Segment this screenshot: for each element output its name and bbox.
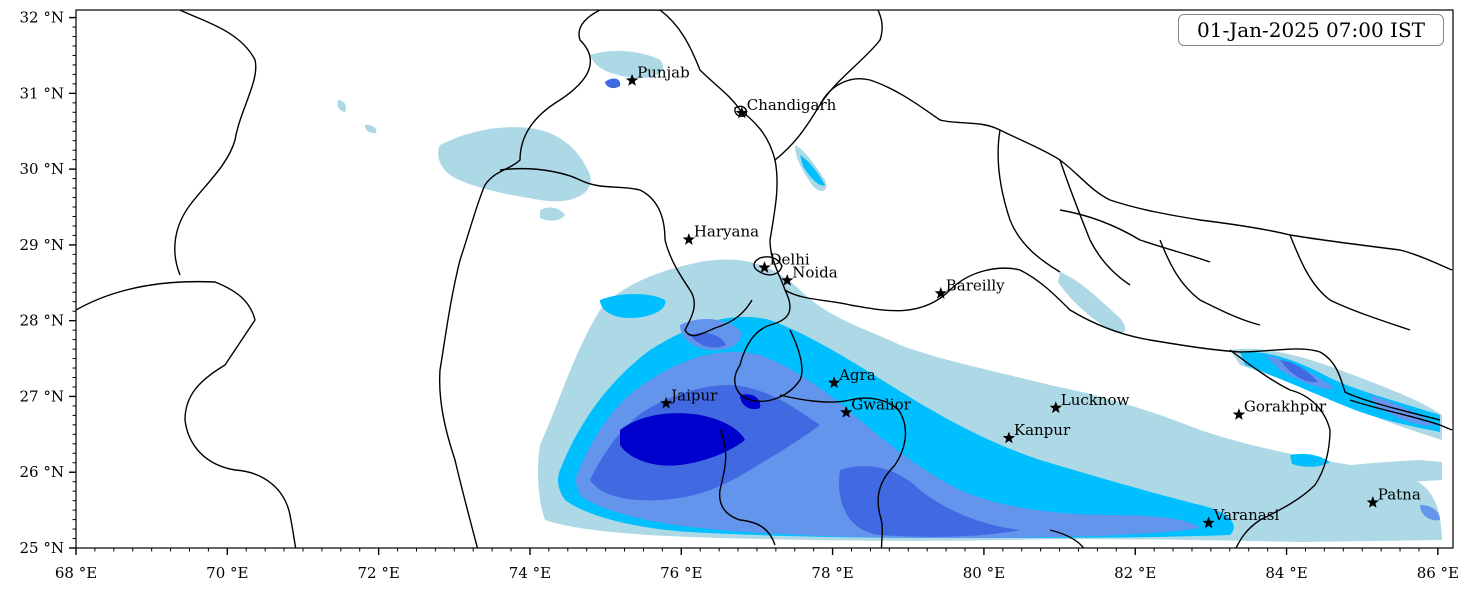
star-icon (781, 274, 794, 286)
star-icon (1366, 496, 1379, 508)
star-icon (1049, 401, 1062, 414)
y-tick-label: 31 °N (20, 84, 64, 102)
city-label: Patna (1378, 486, 1421, 504)
city-punjab: Punjab (625, 63, 690, 86)
city-varanasi: Varanasi (1202, 506, 1280, 529)
city-lucknow: Lucknow (1049, 391, 1130, 414)
city-label: Haryana (694, 223, 759, 241)
city-noida: Noida (781, 264, 838, 286)
x-tick-label: 76 °E (660, 564, 702, 582)
y-tick-label: 27 °N (20, 387, 64, 405)
city-label: Jaipur (669, 386, 718, 404)
city-patna: Patna (1366, 486, 1421, 508)
y-tick-label: 26 °N (20, 463, 64, 481)
star-icon (625, 74, 639, 86)
city-label: Gwalior (851, 395, 911, 413)
city-bareilly: Bareilly (934, 276, 1005, 299)
x-axis: 68 °E 70 °E 72 °E 74 °E 76 °E 78 °E 80 °E 82 °E… (55, 548, 1459, 582)
star-icon (840, 405, 853, 418)
city-gwalior: Gwalior (840, 395, 912, 418)
x-tick-label: 82 °E (1114, 564, 1156, 582)
star-icon (934, 286, 947, 299)
star-icon (735, 106, 748, 119)
city-label: Lucknow (1061, 391, 1130, 409)
precipitation-layer (337, 50, 1442, 542)
x-tick-label: 70 °E (206, 564, 248, 582)
city-label: Chandigarh (747, 96, 837, 114)
city-label: Bareilly (946, 276, 1005, 294)
x-tick-label: 68 °E (55, 564, 97, 582)
city-kanpur: Kanpur (1002, 421, 1071, 444)
city-gorakhpur: Gorakhpur (1232, 398, 1327, 420)
plot-frame (75, 9, 1454, 549)
star-icon (758, 261, 771, 273)
timestamp-box: 01-Jan-2025 07:00 IST (1178, 14, 1444, 46)
city-jaipur: Jaipur (660, 386, 718, 409)
x-tick-label: 84 °E (1265, 564, 1307, 582)
city-chandigarh: Chandigarh (735, 96, 837, 119)
x-tick-label: 86 °E (1417, 564, 1459, 582)
y-tick-label: 28 °N (20, 312, 64, 330)
star-icon (1232, 408, 1246, 420)
city-label: Agra (838, 366, 876, 384)
star-icon (1202, 516, 1215, 529)
x-tick-label: 78 °E (811, 564, 853, 582)
y-tick-label: 29 °N (20, 236, 64, 254)
city-label: Varanasi (1213, 506, 1280, 524)
city-haryana: Haryana (682, 223, 759, 245)
y-axis: 25 °N 26 °N 27 °N 28 °N 29 °N 30 °N 31 °N 32 °N (20, 9, 76, 557)
city-label: Punjab (637, 63, 690, 81)
city-label: Gorakhpur (1244, 398, 1327, 416)
star-icon (1002, 431, 1016, 444)
precip-level-5 (620, 394, 761, 466)
y-tick-label: 25 °N (20, 539, 64, 557)
star-icon (827, 376, 841, 389)
city-label: Kanpur (1014, 421, 1071, 439)
star-icon (682, 233, 695, 245)
city-agra: Agra (827, 366, 876, 389)
star-icon (660, 396, 673, 409)
y-tick-label: 32 °N (20, 9, 64, 27)
city-delhi: Delhi (758, 251, 810, 273)
country-state-borders (76, 10, 1453, 548)
y-tick-label: 30 °N (20, 160, 64, 178)
minor-ticks (72, 26, 1420, 552)
timestamp-text: 01-Jan-2025 07:00 IST (1197, 18, 1425, 42)
city-label: Noida (792, 264, 838, 282)
x-tick-label: 74 °E (509, 564, 551, 582)
city-label: Delhi (770, 251, 810, 269)
x-tick-label: 72 °E (357, 564, 399, 582)
x-tick-label: 80 °E (963, 564, 1005, 582)
